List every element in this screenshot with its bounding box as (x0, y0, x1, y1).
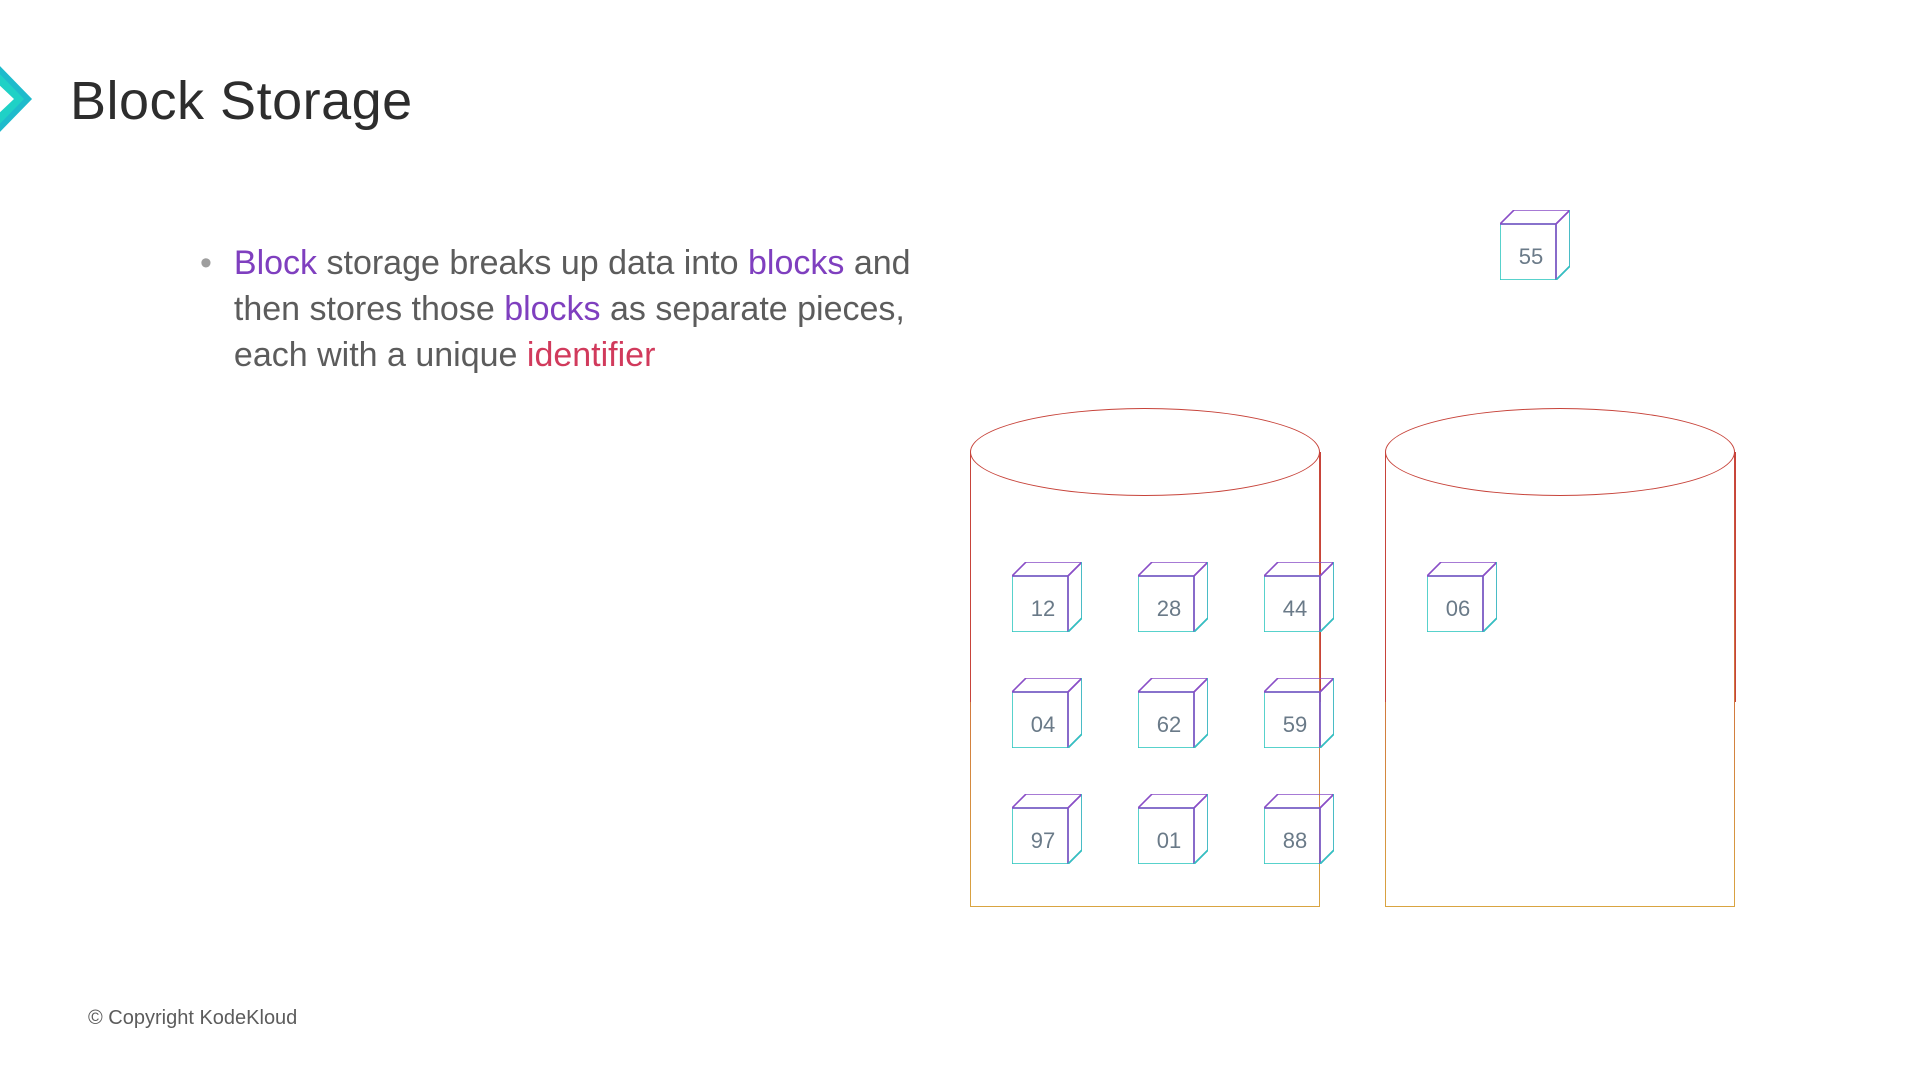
storage-cylinder: 06 (1385, 452, 1735, 907)
storage-block: 59 (1264, 678, 1334, 748)
storage-block: 88 (1264, 794, 1334, 864)
storage-block: 04 (1012, 678, 1082, 748)
storage-block: 97 (1012, 794, 1082, 864)
copyright-text: © Copyright KodeKloud (88, 1007, 297, 1030)
bullet-item: • Block storage breaks up data into bloc… (200, 240, 940, 378)
bullet-text: Block storage breaks up data into blocks… (234, 240, 940, 378)
floating-block: 55 (1500, 210, 1570, 280)
storage-block: 01 (1138, 794, 1208, 864)
bullet-marker: • (200, 240, 212, 286)
storage-block: 12 (1012, 562, 1082, 632)
storage-cylinder: 12 28 44 04 (970, 452, 1320, 907)
storage-block: 06 (1427, 562, 1497, 632)
block-storage-diagram: 12 28 44 04 (960, 200, 1780, 940)
chevron-icon (0, 60, 52, 143)
storage-block: 44 (1264, 562, 1334, 632)
storage-block: 62 (1138, 678, 1208, 748)
storage-block: 28 (1138, 562, 1208, 632)
page-title: Block Storage (70, 70, 413, 132)
